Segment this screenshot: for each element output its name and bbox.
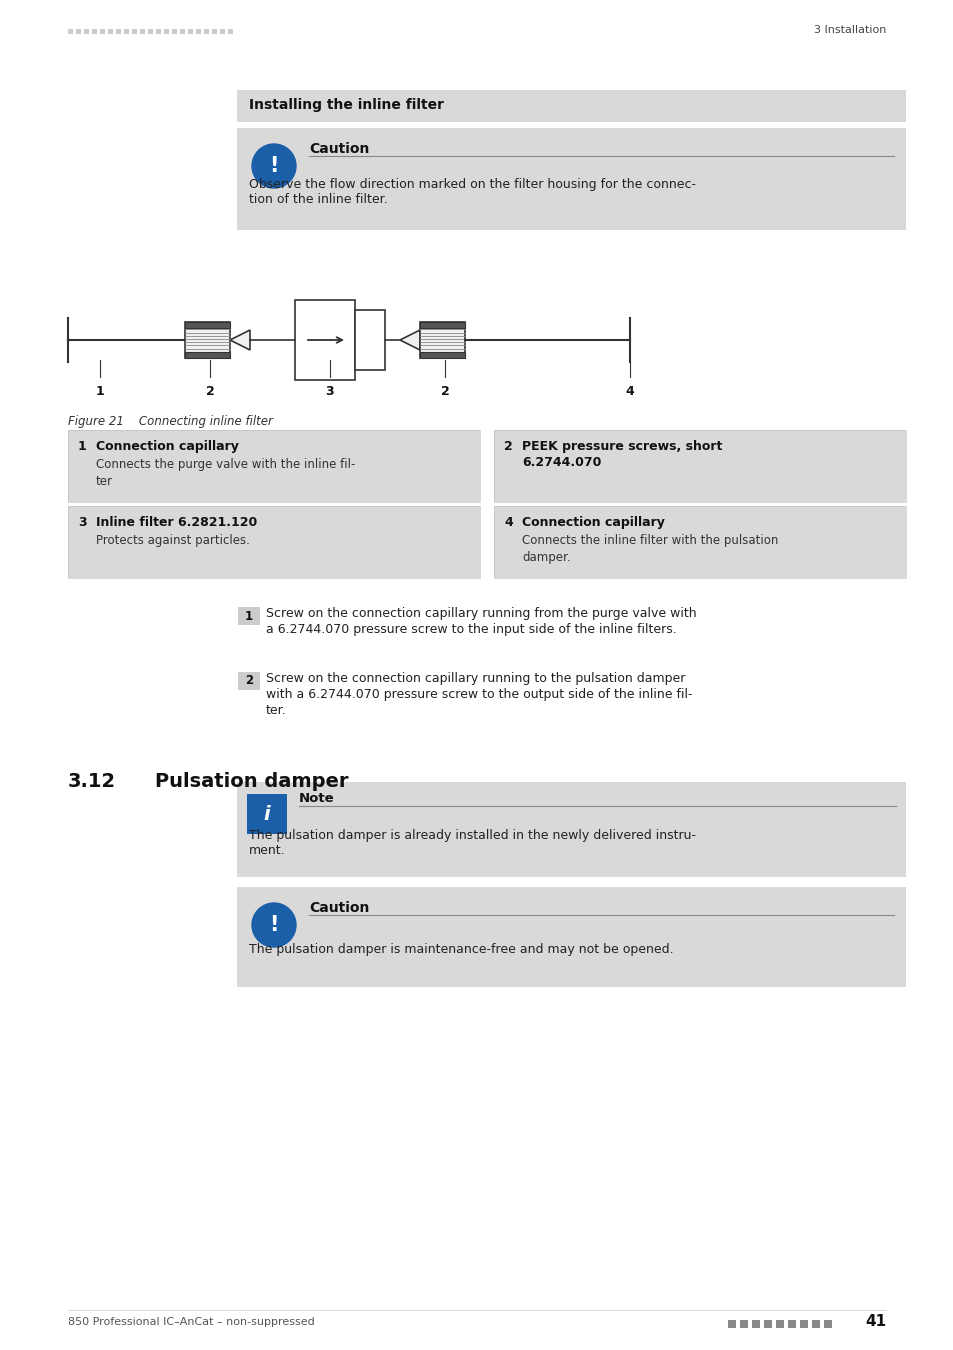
Bar: [800, 1320, 807, 1328]
Bar: [220, 28, 225, 34]
Bar: [751, 1320, 760, 1328]
Text: 3.12: 3.12: [68, 772, 116, 791]
Text: 2: 2: [503, 440, 512, 454]
Bar: [355, 310, 385, 370]
Bar: [180, 28, 185, 34]
Text: 4: 4: [625, 385, 634, 398]
Bar: [811, 1320, 820, 1328]
Text: 1: 1: [245, 609, 253, 622]
Bar: [727, 1320, 735, 1328]
Bar: [68, 431, 479, 502]
Bar: [494, 431, 905, 502]
Bar: [494, 506, 905, 578]
Text: Installing the inline filter: Installing the inline filter: [249, 99, 443, 112]
Text: Note: Note: [298, 792, 335, 805]
Circle shape: [252, 144, 295, 188]
Bar: [740, 1320, 747, 1328]
Bar: [172, 28, 177, 34]
Text: tion of the inline filter.: tion of the inline filter.: [249, 193, 387, 207]
Text: Observe the flow direction marked on the filter housing for the connec-: Observe the flow direction marked on the…: [249, 178, 696, 190]
Bar: [185, 323, 230, 358]
Text: 3 Installation: 3 Installation: [813, 26, 885, 35]
Bar: [236, 128, 905, 230]
Text: ter.: ter.: [266, 703, 286, 717]
Bar: [68, 431, 479, 502]
Polygon shape: [230, 329, 250, 350]
Bar: [148, 28, 152, 34]
Bar: [100, 28, 105, 34]
Text: Protects against particles.: Protects against particles.: [96, 535, 250, 547]
Bar: [132, 28, 137, 34]
Text: !: !: [269, 157, 278, 176]
Bar: [247, 794, 287, 834]
Bar: [188, 28, 193, 34]
Bar: [185, 323, 230, 328]
Bar: [68, 506, 479, 578]
Circle shape: [252, 903, 295, 946]
Bar: [91, 28, 97, 34]
Text: The pulsation damper is already installed in the newly delivered instru-: The pulsation damper is already installe…: [249, 829, 696, 842]
Text: Caution: Caution: [309, 142, 369, 157]
Text: Inline filter 6.2821.120: Inline filter 6.2821.120: [96, 516, 257, 529]
Text: Connects the inline filter with the pulsation
damper.: Connects the inline filter with the puls…: [521, 535, 778, 564]
Bar: [164, 28, 169, 34]
Bar: [237, 672, 260, 690]
Bar: [140, 28, 145, 34]
Bar: [775, 1320, 783, 1328]
Text: ment.: ment.: [249, 844, 285, 857]
Bar: [156, 28, 161, 34]
Bar: [494, 506, 905, 578]
Bar: [116, 28, 121, 34]
Text: Pulsation damper: Pulsation damper: [154, 772, 348, 791]
Bar: [237, 608, 260, 625]
Bar: [763, 1320, 771, 1328]
Text: 1: 1: [95, 385, 104, 398]
Text: with a 6.2744.070 pressure screw to the output side of the inline fil-: with a 6.2744.070 pressure screw to the …: [266, 688, 692, 701]
Bar: [494, 431, 905, 502]
Text: Screw on the connection capillary running to the pulsation damper: Screw on the connection capillary runnin…: [266, 672, 684, 684]
Text: Connection capillary: Connection capillary: [96, 440, 238, 454]
Text: 850 Professional IC–AnCat – non-suppressed: 850 Professional IC–AnCat – non-suppress…: [68, 1318, 314, 1327]
Bar: [195, 28, 201, 34]
Bar: [108, 28, 112, 34]
Text: 3: 3: [78, 516, 87, 529]
Text: 2: 2: [245, 675, 253, 687]
Bar: [236, 90, 905, 122]
Bar: [823, 1320, 831, 1328]
Text: Connects the purge valve with the inline fil-
ter: Connects the purge valve with the inline…: [96, 458, 355, 487]
Bar: [787, 1320, 795, 1328]
Text: 6.2744.070: 6.2744.070: [521, 456, 600, 468]
Text: The pulsation damper is maintenance-free and may not be opened.: The pulsation damper is maintenance-free…: [249, 944, 673, 956]
Bar: [419, 323, 464, 358]
Text: 4: 4: [503, 516, 512, 529]
Text: Caution: Caution: [309, 900, 369, 915]
Text: 2: 2: [440, 385, 449, 398]
Text: Connection capillary: Connection capillary: [521, 516, 664, 529]
Text: Screw on the connection capillary running from the purge valve with: Screw on the connection capillary runnin…: [266, 608, 696, 620]
Bar: [419, 323, 464, 328]
Bar: [68, 506, 479, 578]
Bar: [68, 28, 73, 34]
Bar: [212, 28, 216, 34]
Text: 41: 41: [864, 1315, 885, 1330]
Text: Figure 21    Connecting inline filter: Figure 21 Connecting inline filter: [68, 414, 273, 428]
Bar: [419, 352, 464, 358]
Bar: [294, 300, 355, 379]
Text: PEEK pressure screws, short: PEEK pressure screws, short: [521, 440, 721, 454]
Bar: [236, 887, 905, 987]
Text: 3: 3: [325, 385, 334, 398]
Bar: [76, 28, 81, 34]
Polygon shape: [399, 329, 419, 350]
Bar: [236, 782, 905, 878]
Bar: [228, 28, 233, 34]
Bar: [124, 28, 129, 34]
Bar: [204, 28, 209, 34]
Text: 1: 1: [78, 440, 87, 454]
Text: i: i: [263, 805, 270, 823]
Bar: [185, 352, 230, 358]
Text: 2: 2: [206, 385, 214, 398]
Bar: [84, 28, 89, 34]
Text: !: !: [269, 915, 278, 936]
Text: a 6.2744.070 pressure screw to the input side of the inline filters.: a 6.2744.070 pressure screw to the input…: [266, 622, 676, 636]
